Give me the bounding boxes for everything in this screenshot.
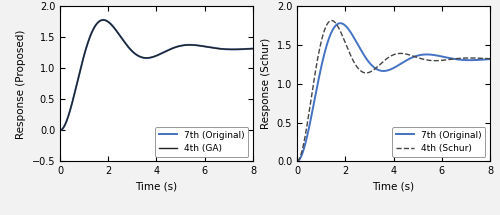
7th (Original) — [167, 48, 173, 51]
4th (Schur) — [328, 19, 334, 22]
7th (Original) — [294, 160, 300, 163]
7th (Original) — [404, 59, 410, 61]
4th (GA) — [146, 56, 152, 59]
7th (Original) — [80, 59, 86, 61]
4th (Schur) — [376, 64, 382, 67]
Line: 7th (Original): 7th (Original) — [60, 20, 253, 130]
4th (Schur) — [404, 53, 410, 55]
7th (Original) — [376, 69, 382, 72]
7th (Original) — [380, 70, 386, 72]
X-axis label: Time (s): Time (s) — [136, 182, 177, 192]
7th (Original) — [384, 69, 390, 72]
7th (Original) — [100, 18, 106, 21]
7th (Original) — [487, 58, 493, 60]
Legend: 7th (Original), 4th (GA): 7th (Original), 4th (GA) — [156, 127, 248, 157]
7th (Original) — [143, 57, 149, 59]
4th (GA) — [143, 57, 149, 59]
4th (Schur) — [380, 60, 386, 63]
X-axis label: Time (s): Time (s) — [372, 182, 414, 192]
Y-axis label: Response (Proposed): Response (Proposed) — [16, 29, 26, 138]
7th (Original) — [57, 129, 63, 132]
Line: 7th (Original): 7th (Original) — [297, 23, 490, 161]
4th (GA) — [250, 47, 256, 50]
4th (GA) — [167, 48, 173, 51]
Legend: 7th (Original), 4th (Schur): 7th (Original), 4th (Schur) — [392, 127, 486, 157]
4th (Schur) — [317, 46, 323, 49]
7th (Original) — [317, 72, 323, 75]
4th (Schur) — [384, 58, 390, 60]
Y-axis label: Response (Schur): Response (Schur) — [261, 38, 271, 129]
4th (Schur) — [487, 57, 493, 60]
7th (Original) — [139, 56, 145, 59]
4th (Schur) — [309, 92, 315, 95]
7th (Original) — [250, 47, 256, 50]
7th (Original) — [338, 22, 344, 25]
Line: 4th (GA): 4th (GA) — [60, 20, 253, 130]
7th (Original) — [146, 57, 152, 59]
7th (Original) — [309, 112, 315, 114]
4th (GA) — [80, 59, 86, 61]
Line: 4th (Schur): 4th (Schur) — [297, 20, 490, 161]
4th (Schur) — [294, 160, 300, 163]
4th (GA) — [57, 129, 63, 132]
4th (GA) — [72, 91, 78, 93]
4th (GA) — [100, 19, 106, 21]
7th (Original) — [72, 91, 78, 93]
4th (GA) — [139, 56, 145, 59]
